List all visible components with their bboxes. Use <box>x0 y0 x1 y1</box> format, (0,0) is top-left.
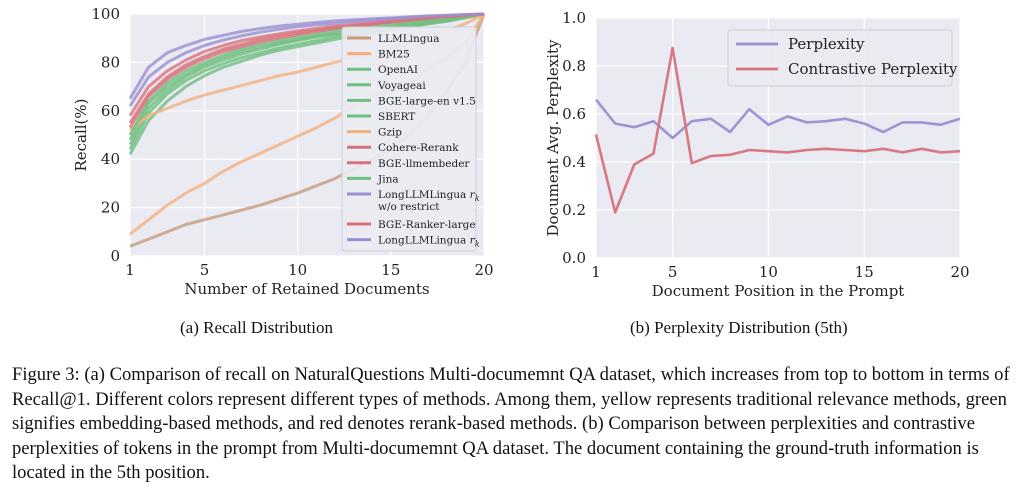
x-tick-label: 15 <box>855 263 874 281</box>
y-tick-label: 60 <box>101 102 120 120</box>
x-tick-label: 15 <box>381 261 400 279</box>
legend-label: Gzip <box>378 127 402 139</box>
x-tick-label: 10 <box>288 261 307 279</box>
legend-label: LongLLMLingua rk <box>378 189 480 203</box>
legend: LLMLingua BM25 OpenAI Voyageai BGE-large-en … <box>341 26 480 252</box>
series-line <box>128 12 485 129</box>
legend-label: w/o restrict <box>378 201 440 213</box>
x-tick-label: 1 <box>125 261 135 279</box>
y-tick-label: 0.0 <box>562 249 586 267</box>
legend-label: Contrastive Perplexity <box>788 60 958 78</box>
y-tick-label: 0.6 <box>562 105 586 123</box>
series-line <box>594 98 961 140</box>
x-tick-label: 20 <box>950 263 969 281</box>
legend-label: BM25 <box>378 49 410 61</box>
subcaption-b: (b) Perplexity Distribution (5th) <box>630 318 848 337</box>
x-tick-label: 20 <box>474 261 493 279</box>
x-tick-label: 5 <box>668 263 678 281</box>
series-line <box>128 12 485 156</box>
legend-label: BGE-large-en v1.5 <box>378 95 476 107</box>
y-tick-label: 20 <box>101 199 120 217</box>
x-axis-label: Number of Retained Documents <box>184 280 429 298</box>
y-tick-label: 0.4 <box>562 153 586 171</box>
legend-box <box>727 29 953 87</box>
series-line <box>594 46 961 214</box>
legend-label: LLMLingua <box>378 33 440 45</box>
legend-label: SBERT <box>378 111 415 123</box>
y-tick-label: 0.2 <box>562 201 586 219</box>
y-tick-label: 40 <box>101 150 120 168</box>
y-tick-label: 80 <box>101 53 120 71</box>
subcaption-a: (a) Recall Distribution <box>180 318 333 337</box>
legend-label: Cohere-Rerank <box>378 142 459 154</box>
series-line <box>128 12 485 100</box>
legend-label: Voyageai <box>377 80 426 92</box>
legend: Perplexity Contrastive Perplexity <box>727 29 958 87</box>
x-tick-label: 1 <box>591 263 601 281</box>
legend-label: LongLLMLingua rk <box>378 235 480 249</box>
legend-box <box>341 26 477 252</box>
x-tick-label: 10 <box>759 263 778 281</box>
legend-label: Jina <box>377 173 399 185</box>
y-tick-label: 1.0 <box>562 9 586 27</box>
y-tick-label: 100 <box>91 5 120 23</box>
x-axis-label: Document Position in the Prompt <box>652 282 905 300</box>
figure-caption: Figure 3: (a) Comparison of recall on Na… <box>12 363 1016 486</box>
legend-label: OpenAI <box>378 64 418 76</box>
y-axis-label: Recall(%) <box>72 98 90 171</box>
legend-label: BGE-llmembeder <box>378 158 470 170</box>
legend-label: BGE-Ranker-large <box>378 219 476 231</box>
y-tick-label: 0 <box>110 247 120 265</box>
y-tick-label: 0.8 <box>562 57 586 75</box>
caption-text: (a) Comparison of recall on NaturalQuest… <box>12 364 1010 483</box>
legend-label: Perplexity <box>788 35 865 53</box>
figure-label: Figure 3: <box>12 364 80 385</box>
x-tick-label: 5 <box>200 261 210 279</box>
y-axis-label: Document Avg. Perplexity <box>544 39 562 237</box>
series-line <box>128 12 485 136</box>
